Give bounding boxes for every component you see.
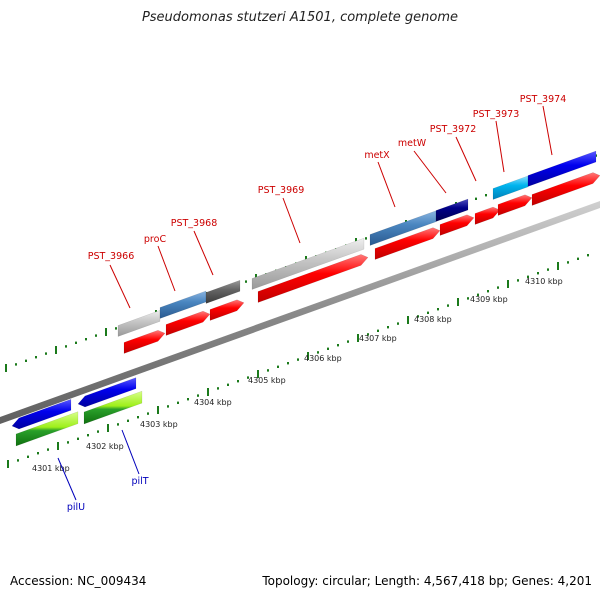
axis-label: 4308 kbp (414, 315, 452, 324)
gene-box-cyan (492, 175, 529, 200)
gene-box-green (15, 411, 79, 447)
gene-box-silver (251, 237, 365, 290)
cds-arrow-red (474, 206, 501, 225)
cds-arrow-blue (11, 398, 72, 430)
gene-box-blue (527, 150, 597, 187)
cds-arrow-red (531, 172, 600, 206)
genes-label: Genes: (511, 574, 554, 588)
gene-label: PST_3966 (88, 251, 135, 262)
axis-label-layer: 4301 kbp 4302 kbp 4303 kbp 4304 kbp 4305 kbp… (32, 277, 563, 473)
gene-label-layer: PST_3966proCPST_3968PST_3969metXmetWPST_… (57, 94, 567, 513)
gene-label: proC (144, 234, 167, 245)
gene-label: metW (398, 138, 427, 149)
accession-value: NC_009434 (77, 574, 147, 588)
leader-line (57, 457, 77, 501)
leader-line (455, 136, 477, 182)
leader-line (413, 150, 447, 194)
axis-label: 4309 kbp (470, 295, 508, 304)
axis-label: 4310 kbp (525, 277, 563, 286)
gene-box-steel (369, 210, 437, 246)
leader-line (109, 264, 131, 309)
gene-box-navy (435, 198, 469, 222)
cds-arrow-red (123, 329, 166, 354)
cds-arrow-red (497, 194, 533, 216)
axis-label: 4305 kbp (248, 376, 286, 385)
cds-arrow-red (257, 254, 369, 303)
genes-value: 4,201 (557, 574, 592, 588)
axis-label: 4304 kbp (194, 398, 232, 407)
cds-arrow-red (209, 299, 245, 321)
accession-info: Accession: NC_009434 (10, 574, 146, 588)
genome-backbone (0, 201, 600, 424)
leader-line (542, 105, 553, 156)
leader-line (157, 245, 176, 292)
map-title: Pseudomonas stutzeri A1501, complete gen… (141, 10, 459, 25)
genome-summary: Topology: circular; Length: 4,567,418 bp… (262, 574, 592, 588)
gene-label: PST_3973 (473, 109, 520, 120)
topology-label: Topology: (262, 574, 319, 588)
length-value: 4,567,418 bp (423, 574, 504, 588)
gene-label: PST_3974 (520, 94, 567, 105)
cds-arrow-red (439, 214, 475, 236)
axis-label: 4307 kbp (359, 334, 397, 343)
axis-label: 4306 kbp (304, 354, 342, 363)
gene-label: metX (364, 150, 390, 161)
gene-label: PST_3972 (430, 124, 477, 135)
length-label: Length: (374, 574, 421, 588)
leader-line (121, 429, 140, 475)
accession-label: Accession: (10, 574, 74, 588)
axis-label: 4303 kbp (140, 420, 178, 429)
axis-label: 4302 kbp (86, 442, 124, 451)
leader-line (193, 230, 214, 276)
gene-box-silver (117, 310, 161, 337)
gene-box-green (83, 390, 143, 425)
topology-value: circular (322, 574, 367, 588)
gene-label: PST_3969 (258, 185, 305, 196)
feature-layer (11, 150, 600, 447)
gene-label: pilT (131, 476, 148, 487)
leader-line (495, 120, 505, 173)
gene-box-gray (205, 279, 241, 304)
gene-label: pilU (67, 502, 85, 513)
gene-label: PST_3968 (171, 218, 218, 229)
axis-label: 4301 kbp (32, 464, 70, 473)
cds-arrow-red (374, 227, 441, 260)
backbone-layer (0, 201, 600, 424)
cds-arrow-red (165, 310, 211, 336)
cds-arrow-blue (77, 377, 137, 408)
leader-line (377, 161, 396, 208)
leader-line (282, 197, 301, 244)
